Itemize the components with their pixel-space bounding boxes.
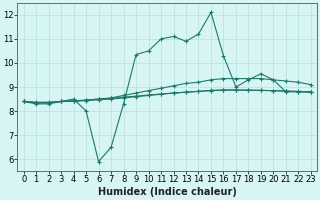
- X-axis label: Humidex (Indice chaleur): Humidex (Indice chaleur): [98, 187, 237, 197]
